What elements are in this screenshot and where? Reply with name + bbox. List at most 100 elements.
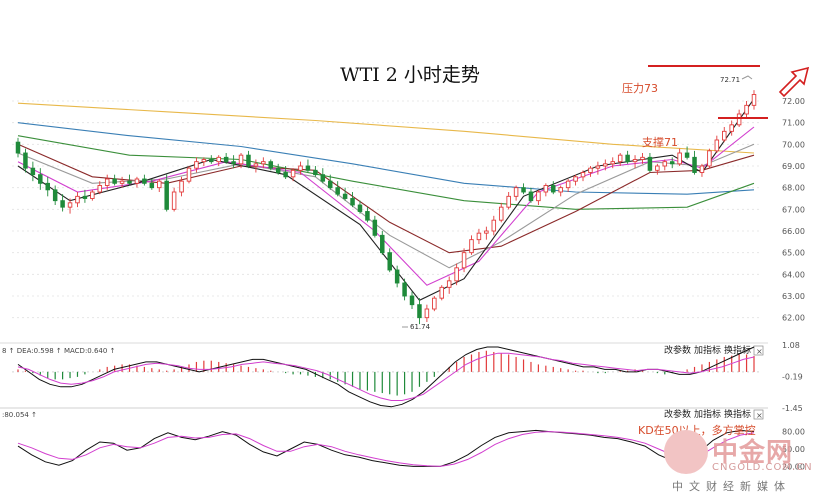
candle-body — [394, 269, 400, 284]
macd-tick-label: -1.45 — [782, 404, 803, 413]
macd-header: 8 ↑ DEA:0.598 ↑ MACD:0.640 ↑ — [2, 347, 115, 355]
candle-body — [253, 163, 259, 167]
candle-body — [424, 308, 430, 319]
candle-body — [231, 161, 236, 165]
kd-button: 换指标 — [724, 408, 751, 420]
chart-title: WTI 2 小时走势 — [340, 64, 480, 86]
candle-body — [201, 159, 207, 163]
candle-body — [268, 161, 274, 169]
candle-body — [350, 198, 355, 206]
candle-body — [298, 165, 303, 171]
support-label: 支撑71 — [642, 135, 678, 149]
candle-body — [521, 187, 526, 193]
macd-close-button — [753, 345, 764, 356]
kd-tick-label: 20.00 — [782, 462, 805, 471]
candle-body — [699, 165, 705, 173]
price-tick-label: 63.00 — [782, 292, 805, 301]
kd-button: 加指标 — [694, 408, 721, 420]
candle-body — [45, 182, 50, 191]
candle-body — [461, 252, 467, 269]
macd-dea-line — [17, 352, 755, 401]
candle-body — [97, 185, 103, 193]
candle-body — [157, 180, 162, 189]
annotations: 压力73 支撑71 72.71 61.74 — [402, 65, 810, 331]
kd-close-icon: × — [756, 411, 763, 420]
macd-tick-label: 1.08 — [782, 341, 800, 350]
candle-body — [684, 152, 690, 158]
candle-body — [469, 239, 474, 254]
kd-close-button — [753, 409, 764, 420]
candle-body — [402, 282, 407, 297]
candle-body — [275, 167, 281, 173]
grid-lines — [12, 100, 760, 319]
high-marker-icon — [741, 75, 753, 80]
candle-body — [23, 152, 28, 169]
candle-body — [238, 154, 244, 165]
candle-body — [90, 191, 95, 199]
candle-body — [194, 161, 199, 169]
candle-body — [216, 156, 221, 163]
price-tick-label: 66.00 — [782, 227, 805, 236]
macd-dif-line — [17, 346, 755, 408]
candle-body — [320, 174, 326, 182]
candle-body — [305, 165, 311, 171]
candle-body — [565, 180, 571, 189]
candle-body — [134, 178, 140, 184]
price-tick-label: 64.00 — [782, 270, 805, 279]
candle-body — [617, 154, 623, 163]
candle-body — [372, 219, 378, 236]
price-tick-label: 68.00 — [782, 184, 805, 193]
watermark-url: CNGOLD.COM.CN — [712, 462, 813, 473]
moving-average-line — [17, 98, 755, 301]
moving-average-lines — [17, 98, 755, 301]
kd-panel: :80.054 ↑ 改参数 加指标 换指标 × 80.00 50.00 20.00 KD在50以… — [0, 407, 805, 471]
candle-body — [179, 180, 184, 193]
candle-body — [15, 141, 21, 154]
watermark-brand: 中金网 — [712, 438, 794, 468]
moving-average-line — [17, 135, 755, 210]
candle-body — [82, 195, 88, 199]
candle-body — [551, 185, 556, 193]
price-tick-label: 69.00 — [782, 162, 805, 171]
candle-body — [209, 159, 214, 163]
candle-body — [127, 180, 132, 184]
candle-body — [595, 165, 601, 169]
candle-body — [736, 113, 742, 126]
moving-average-line — [17, 143, 755, 254]
candle-body — [588, 167, 593, 173]
candle-body — [342, 193, 348, 199]
candle-body — [112, 178, 117, 184]
moving-average-line — [17, 143, 755, 269]
candle-body — [498, 206, 504, 221]
candle-body — [707, 150, 712, 167]
candle-body — [246, 154, 251, 167]
candle-body — [655, 165, 660, 171]
price-tick-label: 71.00 — [782, 119, 805, 128]
candle-body — [662, 161, 668, 167]
macd-button: 改参数 — [664, 344, 691, 356]
candle-body — [632, 159, 638, 163]
candle-body — [104, 178, 110, 186]
watermark-subtitle: 中文财经新媒体 — [672, 480, 791, 493]
resistance-label: 压力73 — [622, 82, 658, 95]
candle-body — [38, 174, 43, 184]
kd-button: 改参数 — [664, 408, 691, 420]
candle-body — [573, 176, 578, 182]
candle-body — [729, 124, 734, 132]
price-tick-label: 72.00 — [782, 97, 805, 106]
kd-tick-label: 80.00 — [782, 428, 805, 437]
moving-average-line — [17, 102, 755, 154]
candle-body — [513, 187, 519, 197]
candle-body — [119, 180, 125, 184]
candle-body — [446, 280, 452, 288]
candle-body — [149, 182, 155, 189]
macd-panel: 8 ↑ DEA:0.598 ↑ MACD:0.640 ↑ 改参数 加指标 换指标 × 1.… — [0, 341, 803, 413]
candle-body — [506, 195, 511, 208]
candle-body — [744, 104, 749, 115]
price-tick-label: 65.00 — [782, 249, 805, 258]
candle-body — [580, 172, 586, 178]
candle-body — [387, 252, 392, 271]
candle-body — [171, 191, 177, 210]
candle-body — [380, 234, 385, 254]
